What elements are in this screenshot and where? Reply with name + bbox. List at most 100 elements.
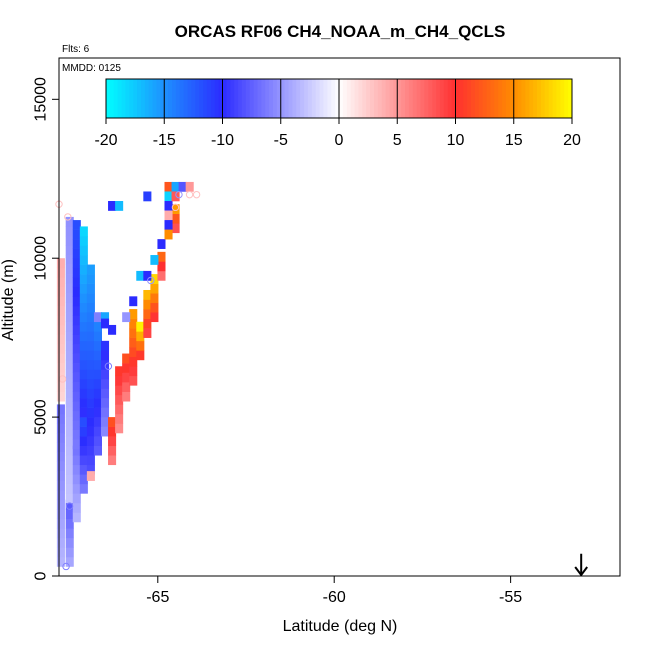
data-cell-column-7 <box>79 235 88 246</box>
data-cell-column-9 <box>93 350 102 361</box>
colorbar-segment <box>346 79 352 118</box>
data-cell-column-12 <box>115 394 124 405</box>
colorbar-tick-label: -20 <box>94 132 117 149</box>
data-cell-column-7 <box>79 398 88 408</box>
colorbar-segment <box>509 79 515 118</box>
data-cell-column-0 <box>56 413 65 424</box>
colorbar-segment <box>292 79 297 118</box>
data-cell-column-1 <box>56 277 65 288</box>
data-cell-column-8 <box>86 264 95 275</box>
colorbar-tick-label: 20 <box>563 132 581 149</box>
colorbar-segment <box>439 79 445 118</box>
colorbar-segment <box>424 79 429 118</box>
colorbar-segment <box>568 79 573 118</box>
colorbar-segment <box>560 79 565 118</box>
data-cell-column-5 <box>72 401 81 412</box>
data-circle-6 <box>104 362 113 370</box>
colorbar-segment <box>447 79 453 118</box>
data-cell-column-1 <box>56 363 65 373</box>
colorbar-segment <box>168 79 173 118</box>
data-cell-column-9 <box>93 388 102 399</box>
colorbar-segment <box>218 79 223 118</box>
data-cell-column-8 <box>86 283 95 294</box>
data-cell-column-7 <box>79 302 88 313</box>
data-cell-column-0 <box>56 432 65 443</box>
data-cell-column-7 <box>79 255 88 265</box>
colorbar-segment <box>525 79 530 118</box>
data-cell-column-7 <box>79 369 88 380</box>
colorbar-segment <box>117 79 123 118</box>
data-cell-column-7 <box>79 407 88 418</box>
x-tick-label: -65 <box>146 589 169 606</box>
data-cell-column-9 <box>93 417 102 427</box>
data-cell-column-6 <box>79 483 88 494</box>
data-cell-column-6 <box>79 426 88 437</box>
colorbar-segment <box>552 79 557 118</box>
data-cell-column-16 <box>143 299 152 310</box>
data-cell-column-15 <box>136 350 145 361</box>
data-cell-column-1 <box>56 344 65 354</box>
data-circle-10 <box>175 190 183 199</box>
data-cell-column-8 <box>86 378 95 389</box>
data-cell-column-5 <box>72 267 81 278</box>
colorbar-segment <box>342 79 348 118</box>
colorbar-segment <box>517 79 523 118</box>
data-cell-column-1 <box>56 391 65 402</box>
data-cell-column-8 <box>86 464 95 475</box>
colorbar-segment <box>513 79 519 118</box>
data-cell-column-16 <box>143 318 152 329</box>
colorbar-segment <box>350 79 356 118</box>
data-cell-column-3 <box>65 398 74 408</box>
data-cell-column-8 <box>86 321 95 332</box>
data-cell-column-1 <box>56 382 65 392</box>
data-cell-column-4 <box>72 493 81 504</box>
data-cell-column-3 <box>65 350 74 361</box>
data-cell-column-10 <box>100 407 110 418</box>
colorbar-segment <box>183 79 189 118</box>
data-cell-17 <box>164 210 173 221</box>
data-cell-column-5 <box>72 277 81 288</box>
data-cell-column-11 <box>108 445 117 456</box>
data-cell-column-3 <box>65 235 74 246</box>
colorbar-segment <box>113 79 119 118</box>
data-cell-column-1 <box>56 324 65 335</box>
data-cell-5 <box>108 201 117 211</box>
data-cell-column-3 <box>65 464 74 475</box>
colorbar-segment <box>311 79 317 118</box>
data-cell-column-5 <box>72 220 81 230</box>
data-cell-column-10 <box>100 398 110 408</box>
data-cell-column-3 <box>65 378 74 389</box>
colorbar-segment <box>405 79 410 118</box>
colorbar-segment <box>436 79 441 118</box>
colorbar-segment <box>482 79 488 118</box>
data-cell-column-8 <box>86 436 95 447</box>
data-cell-column-4 <box>72 464 81 475</box>
colorbar-segment <box>556 79 561 118</box>
data-cell-column-14 <box>129 318 138 329</box>
colorbar-segment <box>502 79 507 118</box>
data-cell-column-1 <box>56 296 65 307</box>
colorbar-segment <box>179 79 185 118</box>
data-cell-column-14 <box>129 309 138 319</box>
data-cell-column-9 <box>93 445 102 456</box>
data-cell-column-8 <box>86 359 95 370</box>
data-cell-column-7 <box>79 359 88 370</box>
data-cell-column-11 <box>108 455 117 466</box>
data-cell-column-12 <box>115 404 124 415</box>
data-cell-column-16 <box>143 328 152 338</box>
data-cell-column-6 <box>79 436 88 447</box>
colorbar-segment <box>432 79 437 118</box>
data-circle-3 <box>65 502 74 510</box>
data-cell-column-1 <box>56 267 65 278</box>
colorbar-segment <box>172 79 177 118</box>
data-cell-11 <box>143 191 152 202</box>
y-axis: 0 5000 10000 15000 <box>33 77 59 580</box>
data-cell-column-18 <box>157 261 166 272</box>
data-cell-column-9 <box>93 426 102 437</box>
data-cell-7 <box>122 312 131 323</box>
data-cell-column-17 <box>150 274 159 284</box>
data-circle-1 <box>64 213 72 221</box>
colorbar: -20 -15 -10 -5 0 5 10 15 20 <box>94 78 581 149</box>
data-cell-0 <box>86 471 95 481</box>
